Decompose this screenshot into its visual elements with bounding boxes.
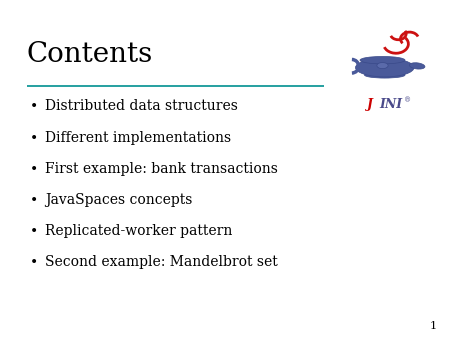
- Text: ®: ®: [404, 97, 411, 105]
- Text: Different implementations: Different implementations: [45, 130, 231, 145]
- Text: INI: INI: [379, 98, 402, 111]
- Ellipse shape: [360, 56, 405, 64]
- Text: •: •: [30, 255, 38, 269]
- Text: •: •: [30, 224, 38, 238]
- Text: •: •: [30, 130, 38, 145]
- Text: Second example: Mandelbrot set: Second example: Mandelbrot set: [45, 255, 278, 269]
- Text: JavaSpaces concepts: JavaSpaces concepts: [45, 193, 193, 207]
- Ellipse shape: [377, 63, 388, 69]
- Text: 1: 1: [429, 321, 436, 331]
- Ellipse shape: [410, 63, 425, 69]
- Text: •: •: [30, 193, 38, 207]
- Text: •: •: [30, 99, 38, 114]
- Ellipse shape: [356, 58, 414, 77]
- Text: Contents: Contents: [27, 41, 153, 68]
- Text: Replicated-worker pattern: Replicated-worker pattern: [45, 224, 232, 238]
- Text: J: J: [367, 98, 373, 111]
- Text: •: •: [30, 162, 38, 176]
- Text: Distributed data structures: Distributed data structures: [45, 99, 238, 114]
- Text: First example: bank transactions: First example: bank transactions: [45, 162, 278, 176]
- Ellipse shape: [364, 72, 405, 78]
